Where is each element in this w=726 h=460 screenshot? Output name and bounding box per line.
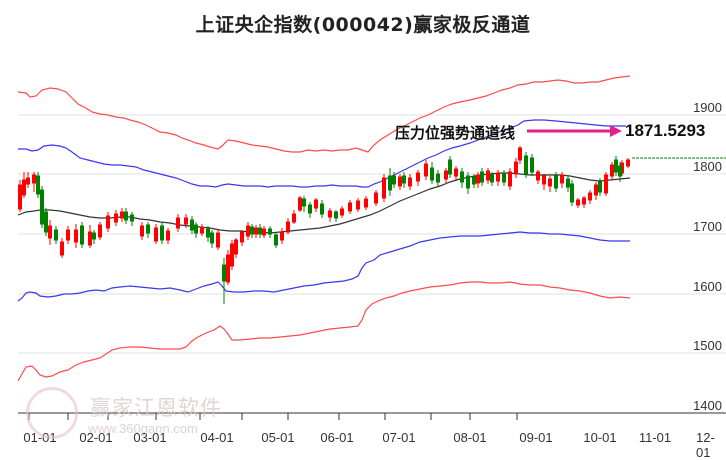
resistance-arrow xyxy=(527,125,622,137)
resistance-value: 1871.5293 xyxy=(625,121,706,140)
y-tick-1400: 1400 xyxy=(693,398,722,413)
x-tick-dec: 12-01 xyxy=(696,430,715,460)
y-tick-1600: 1600 xyxy=(693,279,722,294)
y-tick-1500: 1500 xyxy=(693,338,722,353)
x-tick-oct: 10-01 xyxy=(583,430,617,445)
watermark-logo-icon xyxy=(26,387,78,439)
x-tick-jun: 06-01 xyxy=(320,430,354,445)
x-tick-feb: 02-01 xyxy=(79,430,113,445)
watermark-text: 赢家江恩软件 xyxy=(90,396,222,420)
x-tick-mar: 03-01 xyxy=(133,430,167,445)
outer-upper-band xyxy=(17,75,631,153)
channel-chart xyxy=(17,75,726,420)
inner-lower-band xyxy=(17,231,630,302)
watermark-url: www.360gann.com xyxy=(88,421,198,436)
x-tick-may: 05-01 xyxy=(261,430,295,445)
y-tick-1700: 1700 xyxy=(693,219,722,234)
x-tick-apr: 04-01 xyxy=(200,430,234,445)
grid-lines xyxy=(18,114,726,354)
candlesticks xyxy=(18,146,630,304)
inner-upper-band xyxy=(18,119,626,188)
resistance-label: 压力位强势通道线 xyxy=(395,124,516,142)
x-tick-sep: 09-01 xyxy=(519,430,553,445)
outer-lower-band xyxy=(17,281,631,382)
x-tick-nov: 11-01 xyxy=(638,430,672,445)
y-tick-1800: 1800 xyxy=(693,159,722,174)
y-tick-1900: 1900 xyxy=(693,100,722,115)
x-tick-aug: 08-01 xyxy=(453,430,487,445)
middle-line xyxy=(17,172,631,234)
x-tick-jul: 07-01 xyxy=(382,430,416,445)
x-axis xyxy=(18,412,726,420)
chart-title: 上证央企指数(000042)赢家极反通道 xyxy=(195,14,531,36)
